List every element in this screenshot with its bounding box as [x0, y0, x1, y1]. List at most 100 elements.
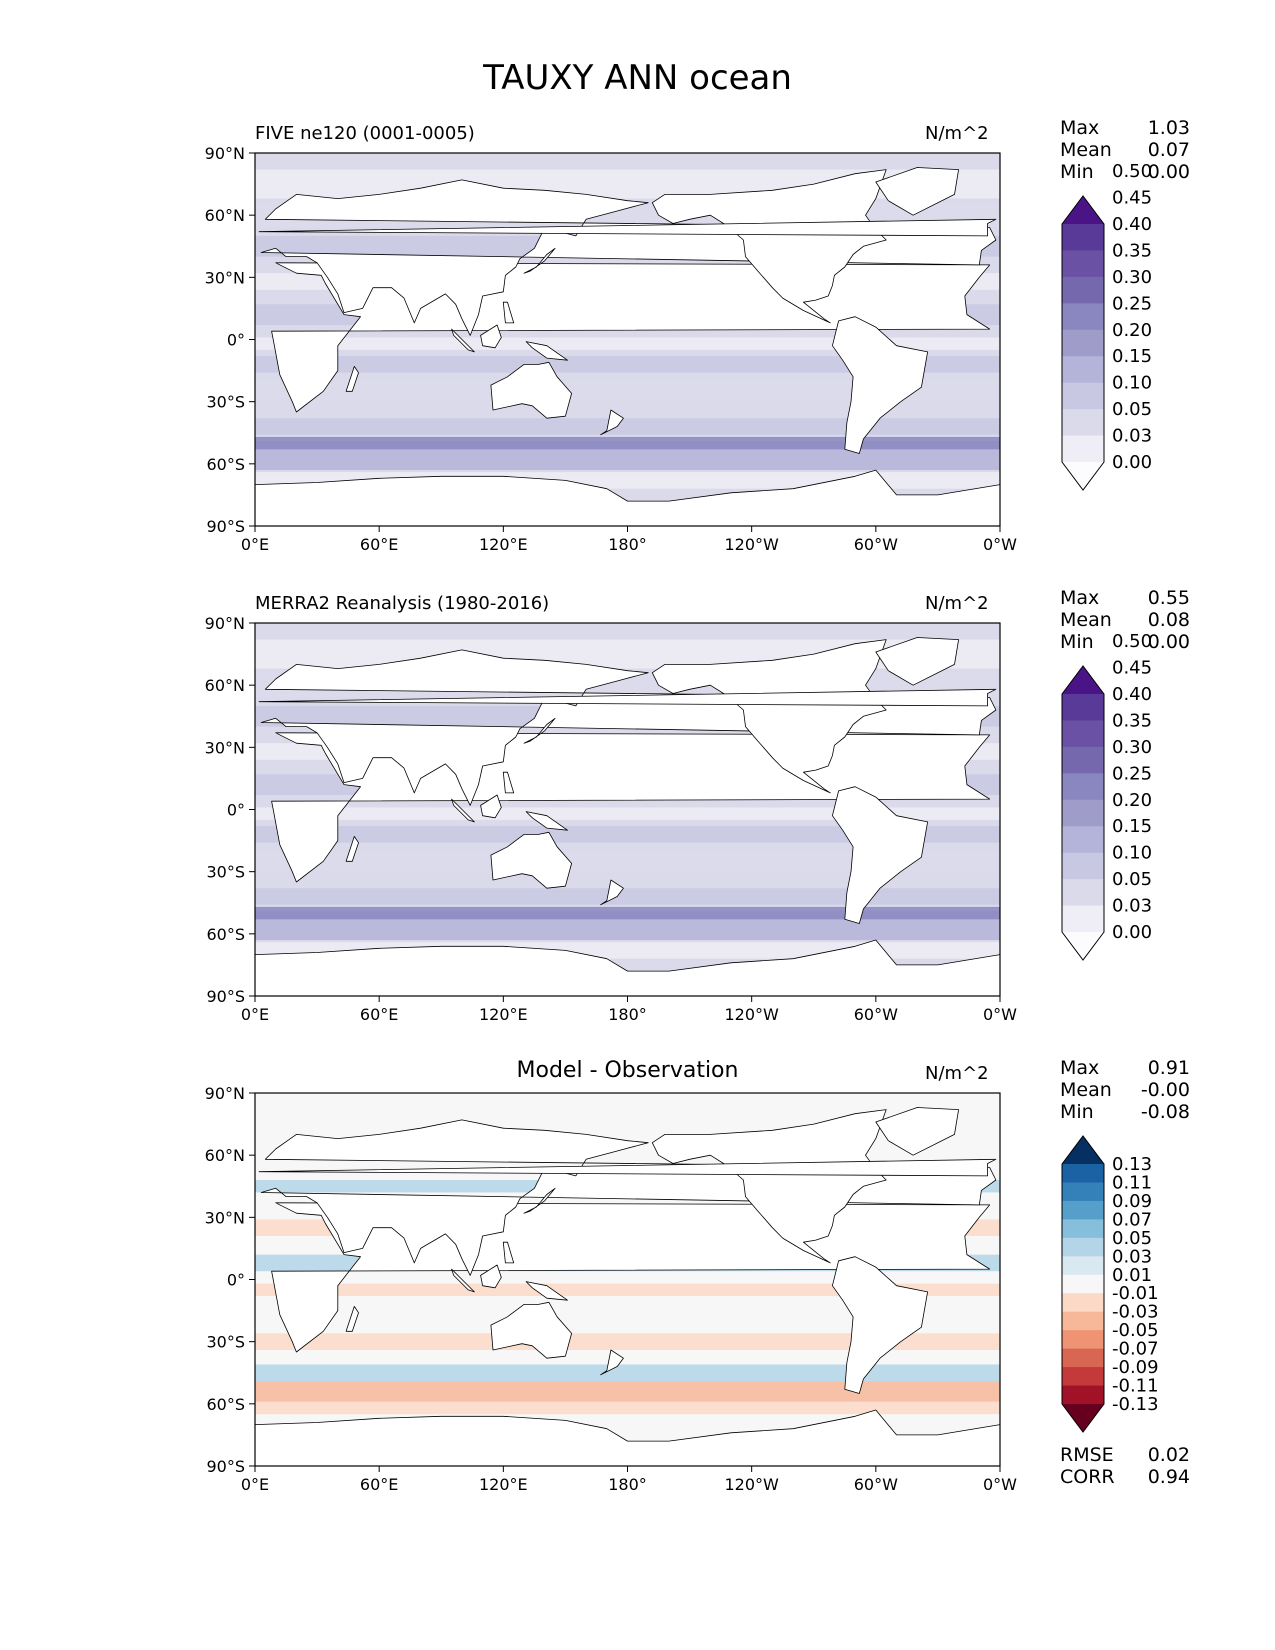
- coastline-greenland: [875, 637, 959, 686]
- colorbar-bin: [1062, 329, 1104, 357]
- colorbar-label: -0.05: [1112, 1320, 1159, 1341]
- coastline-japan: [523, 1187, 556, 1214]
- y-tick-label: 90°S: [206, 1457, 245, 1476]
- stat-label: Max: [1060, 117, 1100, 139]
- coastline-southAmerica: [832, 316, 928, 454]
- coastline-newGuinea: [525, 1281, 568, 1301]
- colorbar-bin: [1062, 879, 1104, 907]
- colorbar-label: 0.05: [1112, 1228, 1152, 1249]
- colorbar-extend-min: [1062, 1404, 1104, 1432]
- stat-label: Max: [1060, 587, 1100, 609]
- colorbar-outline: [1061, 195, 1105, 491]
- colorbar-label: 0.15: [1112, 346, 1152, 367]
- stat-label: CORR: [1060, 1466, 1115, 1488]
- x-tick-label: 120°E: [479, 1475, 528, 1494]
- x-tick-label: 60°W: [854, 1475, 898, 1494]
- coastline-eurasia: [260, 179, 997, 336]
- colorbar-bin: [1062, 799, 1104, 827]
- stat-label: Mean: [1060, 609, 1112, 631]
- x-tick-label: 60°E: [360, 535, 398, 554]
- coastline-greenland: [875, 1107, 959, 1156]
- stat-value: 0.07: [1147, 139, 1190, 161]
- x-tick-label: 0°W: [983, 535, 1017, 554]
- colorbar-label: 0.45: [1112, 658, 1152, 679]
- map-field: [255, 153, 1000, 526]
- colorbar-label: 0.03: [1112, 1246, 1152, 1267]
- field-contour-band: [255, 1401, 1000, 1415]
- colorbar-label: 0.13: [1112, 1154, 1152, 1175]
- field-contour-band: [255, 1381, 1000, 1402]
- stat-label: Min: [1060, 631, 1094, 653]
- coastline-nz: [600, 1349, 624, 1376]
- y-tick-label: 90°S: [206, 517, 245, 536]
- x-tick-label: 0°W: [983, 1005, 1017, 1024]
- coastline-australia: [490, 1301, 572, 1359]
- y-tick-label: 30°N: [205, 1208, 245, 1227]
- colorbar-label: 0.01: [1112, 1265, 1152, 1286]
- y-tick-label: 0°: [227, 801, 245, 820]
- field-contour-band: [255, 826, 1000, 843]
- colorbar-label: 0.35: [1112, 240, 1152, 261]
- colorbar-label: 0.15: [1112, 816, 1152, 837]
- colorbar-label: 0.20: [1112, 790, 1152, 811]
- coastline-eurasia: [260, 1119, 997, 1276]
- colorbar-label: -0.09: [1112, 1357, 1159, 1378]
- colorbar-label: 0.25: [1112, 763, 1152, 784]
- x-tick-label: 60°E: [360, 1005, 398, 1024]
- panel3-units: N/m^2: [925, 1063, 989, 1084]
- colorbar-label: -0.07: [1112, 1339, 1159, 1360]
- x-tick-label: 60°W: [854, 1005, 898, 1024]
- stat-value: 0.91: [1147, 1057, 1190, 1079]
- y-tick-label: 60°S: [206, 925, 245, 944]
- y-tick-label: 90°N: [205, 144, 245, 163]
- x-tick-label: 120°E: [479, 535, 528, 554]
- coastline-borneo: [480, 794, 502, 819]
- x-tick-label: 0°E: [241, 1005, 269, 1024]
- colorbar-label: 0.20: [1112, 320, 1152, 341]
- field-contour-band: [255, 356, 1000, 373]
- colorbar-bin: [1062, 1330, 1104, 1350]
- x-tick-label: 180°: [608, 1475, 647, 1494]
- colorbar-label: 0.10: [1112, 373, 1152, 394]
- y-tick-label: 0°: [227, 1271, 245, 1290]
- colorbar-bin: [1062, 250, 1104, 278]
- colorbar-3: -0.13-0.11-0.09-0.07-0.05-0.03-0.010.010…: [1061, 1135, 1159, 1433]
- x-tick-label: 120°W: [724, 1475, 779, 1494]
- colorbar-extend-max: [1062, 666, 1104, 694]
- field-contour-band: [255, 906, 1000, 920]
- colorbar-bin: [1062, 1237, 1104, 1257]
- colorbar-label: 0.35: [1112, 710, 1152, 731]
- field-contour-band: [255, 436, 1000, 450]
- colorbar-bin: [1062, 435, 1104, 463]
- field-contour-band: [255, 888, 1000, 905]
- colorbar-label: 0.50: [1112, 631, 1152, 652]
- y-tick-label: 30°S: [206, 393, 245, 412]
- colorbar-bin: [1062, 1348, 1104, 1368]
- coastline-phil: [502, 1241, 515, 1264]
- y-tick-label: 30°N: [205, 738, 245, 757]
- coastline-uk: [258, 218, 997, 237]
- panel1-title: FIVE ne120 (0001-0005): [255, 123, 475, 144]
- stat-label: Mean: [1060, 139, 1112, 161]
- colorbar-bin: [1062, 224, 1104, 251]
- coastline-sumatra: [451, 328, 475, 353]
- coastline-antarctica: [255, 939, 1000, 996]
- colorbar-label: 0.03: [1112, 426, 1152, 447]
- map-panel-2: 0°E 60°E 120°E 180° 120°W 60°W 0°W 90°N 60°N 30°N…: [205, 614, 1152, 1024]
- colorbar-label: 0.40: [1112, 214, 1152, 235]
- colorbar-bin: [1062, 303, 1104, 331]
- stat-value: 0.00: [1147, 631, 1190, 653]
- colorbar-bin: [1062, 356, 1104, 384]
- coastline-southAmerica: [832, 1256, 928, 1394]
- colorbar-bin: [1062, 1200, 1104, 1220]
- colorbar-1: 0.00 0.03 0.05 0.10 0.15 0.20 0.25 0.30 0.35 0.40…: [1061, 161, 1152, 491]
- colorbar-label: -0.11: [1112, 1376, 1159, 1397]
- colorbar-label: 0.00: [1112, 922, 1152, 943]
- coastline-antarctica: [255, 1409, 1000, 1466]
- y-tick-label: 30°S: [206, 863, 245, 882]
- map-panel-1: 0°E 60°E 120°E 180° 120°W 60°W 0°W 90°N 60°N 30°N…: [205, 144, 1152, 554]
- colorbar-bin: [1062, 694, 1104, 721]
- stat-label: RMSE: [1060, 1444, 1114, 1466]
- field-contour-band: [255, 380, 1000, 402]
